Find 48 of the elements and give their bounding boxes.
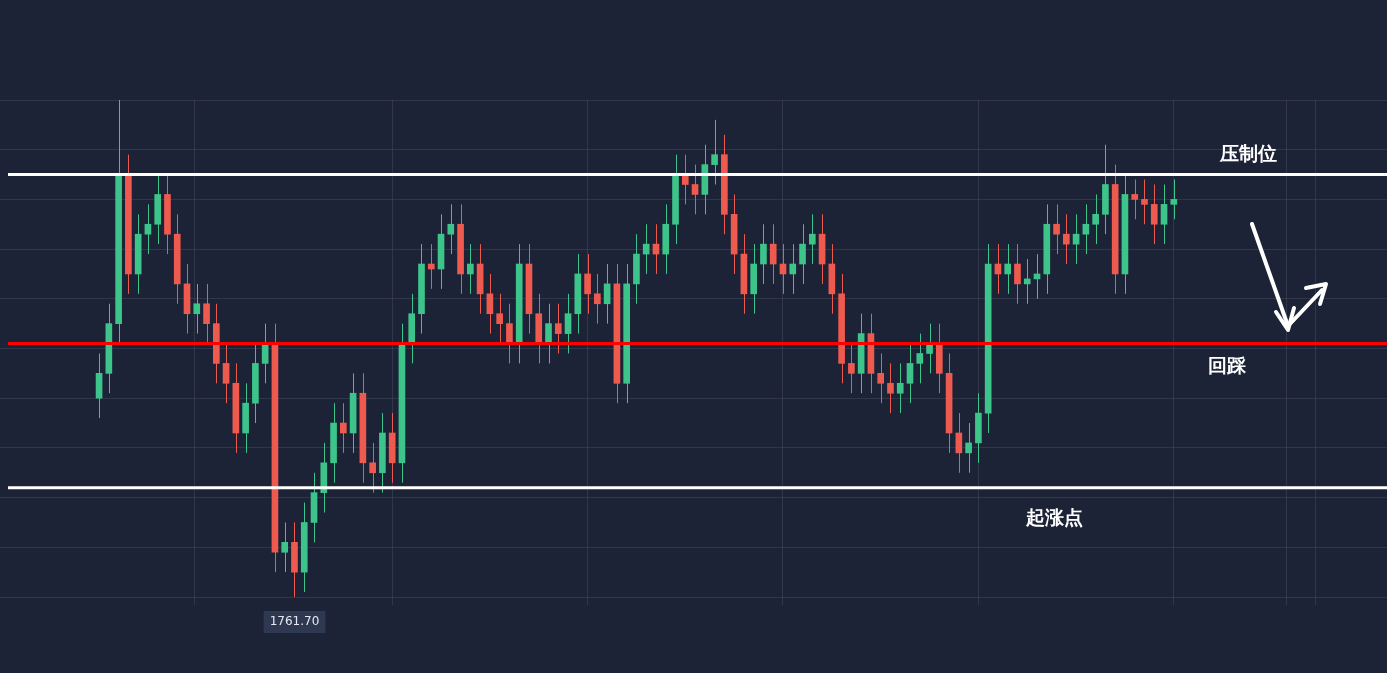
candlestick (799, 223, 806, 285)
candlestick (1004, 243, 1012, 295)
candlestick (545, 303, 552, 364)
candlestick (1150, 183, 1158, 245)
candlestick (427, 243, 435, 290)
candlestick (1023, 258, 1031, 305)
candlestick (1092, 193, 1099, 245)
candlestick (506, 303, 513, 364)
candlestick (281, 521, 289, 573)
candlestick (1131, 179, 1139, 220)
candlestick (1160, 183, 1168, 245)
candlestick (1014, 243, 1021, 305)
candlestick (887, 362, 894, 414)
candlestick (594, 273, 601, 325)
candlestick (848, 343, 855, 394)
candlestick (144, 203, 152, 255)
candlestick (642, 223, 650, 275)
candlestick (564, 293, 572, 354)
ref-line-label: 起涨点 (1024, 506, 1083, 529)
ref-line-label: 回踩 (1208, 353, 1248, 376)
candlestick (554, 303, 562, 354)
annotation: 1761.70 (269, 614, 320, 629)
candlestick (584, 253, 591, 315)
candlestick (711, 119, 718, 185)
candlestick (1082, 203, 1090, 255)
candlestick (496, 293, 503, 345)
ref-line-label: 压制位 (1218, 141, 1277, 164)
candlestick (1170, 179, 1178, 220)
candlestick (340, 402, 347, 454)
candlestick (1141, 179, 1148, 225)
candlestick (808, 213, 816, 265)
candlestick (467, 243, 474, 295)
candlestick (896, 362, 904, 414)
candlestick (916, 333, 924, 384)
candlestick (193, 283, 201, 335)
candlestick (447, 203, 455, 255)
candlestick (222, 343, 230, 404)
candlestick (877, 352, 885, 404)
candlestick (203, 283, 210, 345)
candlestick (1063, 213, 1070, 265)
candlestick (369, 442, 376, 494)
candlestick (789, 243, 797, 295)
candlestick (965, 422, 972, 474)
candlestick (769, 223, 777, 285)
candlestick (906, 343, 914, 404)
candlestick (1053, 203, 1060, 255)
candlestick (691, 164, 699, 215)
candlestick (760, 223, 767, 285)
